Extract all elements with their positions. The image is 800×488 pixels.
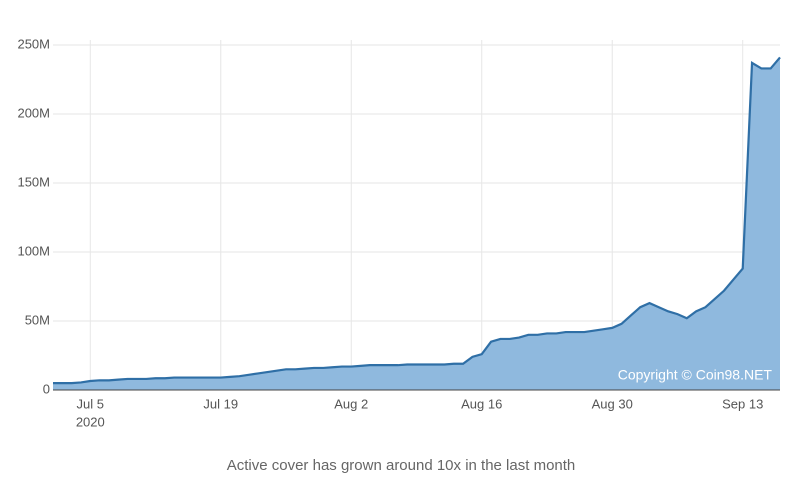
- y-tick-label: 200M: [17, 105, 50, 120]
- x-tick-label: Aug 16: [461, 396, 502, 411]
- x-tick-label: Jul 19: [203, 396, 238, 411]
- x-tick-label: Jul 5: [77, 396, 104, 411]
- y-tick-label: 250M: [17, 36, 50, 51]
- y-tick-label: 50M: [25, 312, 50, 327]
- watermark: Copyright © Coin98.NET: [618, 367, 773, 383]
- x-tick-label: Aug 30: [592, 396, 633, 411]
- x-tick-label: Aug 2: [334, 396, 368, 411]
- chart-caption: Active cover has grown around 10x in the…: [227, 457, 576, 474]
- x-tick-sublabel: 2020: [76, 414, 105, 429]
- x-tick-label: Sep 13: [722, 396, 763, 411]
- y-tick-label: 100M: [17, 243, 50, 258]
- y-tick-label: 150M: [17, 174, 50, 189]
- line: [53, 56, 781, 385]
- area: [53, 57, 780, 391]
- y-tick-label: 0: [43, 381, 50, 396]
